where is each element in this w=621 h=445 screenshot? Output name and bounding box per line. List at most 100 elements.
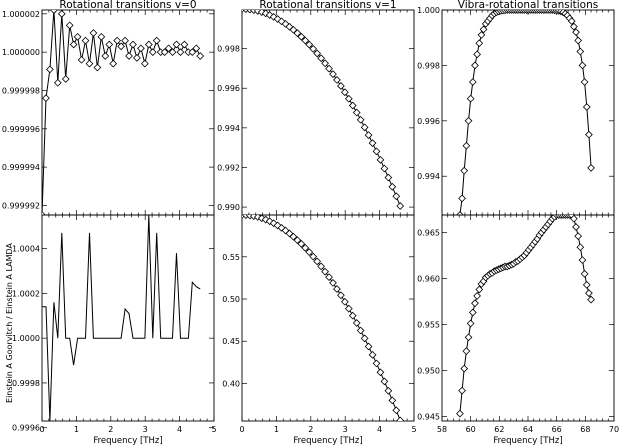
data-point [188,48,197,57]
data-point [471,299,479,308]
series-line [42,215,201,421]
data-point [257,10,266,16]
data-point [73,32,82,41]
y-tick-label: 0.40 [222,379,240,388]
data-point [460,166,469,175]
x-tick-label: 1 [74,425,79,434]
data-point [160,48,169,57]
data-point [460,364,469,373]
data-point [344,94,353,103]
data-point [333,76,341,84]
data-point [313,257,322,266]
x-tick-label: 66 [552,425,562,434]
y-tick-label: 0.994 [417,172,440,181]
data-point [117,42,125,51]
data-point [587,164,595,172]
axes-frame [441,214,615,422]
y-tick-label: 0.960 [417,274,440,283]
series-line [242,215,401,421]
y-tick-label: 0.50 [222,295,240,304]
axes-frame [241,214,415,422]
data-point [582,281,591,289]
data-point [570,22,578,31]
panel-bottom-right: 58 60 62 64 66 68 70 0.945 0.950 0.955 0.960 0.965 F… [417,214,619,445]
data-point [471,61,479,70]
data-point [325,273,333,282]
x-tick-label: 58 [437,425,447,434]
data-point [392,406,401,415]
data-point [464,116,473,125]
x-tick-label: 4 [377,425,382,434]
data-point [340,88,349,97]
data-point [384,386,393,395]
y-tick-label: 1.0004 [12,245,40,254]
data-point [293,236,302,245]
data-point [578,256,587,264]
y-tick-label: 1.0000 [12,334,40,343]
data-point [576,47,585,56]
data-point [392,192,401,201]
x-tick-label: 62 [494,425,504,434]
y-tick-label: 0.955 [417,320,440,329]
data-point [46,65,54,74]
y-tick-label: 0.996 [417,117,440,126]
data-point [456,211,464,215]
data-point [140,59,149,68]
data-point [475,39,484,48]
data-point [570,215,578,223]
series [42,215,201,421]
data-point [572,223,580,231]
data-point [273,221,282,230]
data-point [105,40,114,49]
data-point [458,386,466,395]
data-point [372,359,381,368]
y-tick-label: 0.55 [222,253,240,262]
data-point [360,123,369,132]
y-axis-label: Einstein A Goorvitch / Einstein A LAMDA [5,242,14,403]
x-axis-label: Frequency [THz] [293,436,362,445]
data-point [192,44,201,53]
panel-top-left: 0.999992 0.999994 0.999996 0.999998 1.000000… [2,0,215,216]
y-tick-label: 0.9998 [12,379,40,388]
data-point [574,232,583,241]
data-point [313,49,322,58]
data-point [261,10,270,18]
x-tick-label: 68 [580,425,590,434]
data-point [57,10,66,18]
data-point [356,326,365,335]
y-tick-label: 1.0002 [12,289,40,298]
panel-title: Rotational transitions v=1 [259,0,396,11]
data-point [380,164,389,173]
data-point [253,215,262,221]
data-point [180,40,189,49]
y-tick-label: 0.999998 [2,86,40,95]
y-tick-label: 0.992 [217,163,240,172]
axes-frame [241,9,415,216]
data-point [360,334,369,343]
data-point [321,267,329,276]
y-tick-label: 0.999996 [2,125,40,134]
data-point [257,215,266,223]
data-point [337,291,345,300]
data-point [85,59,94,68]
data-point [348,101,357,110]
data-point [176,48,185,57]
y-tick-label: 1.000000 [2,48,40,57]
y-tick-label: 0.998 [217,45,240,54]
data-point [368,139,377,147]
data-point [333,285,341,293]
data-point [133,54,141,62]
data-point [172,40,181,49]
data-point [356,115,365,124]
x-tick-label: 4 [177,425,182,434]
series-line [249,10,401,207]
data-point [372,147,381,156]
data-point [468,78,477,86]
panel-title: Rotational transitions v=0 [59,0,196,11]
data-point [53,78,62,87]
data-point [168,48,177,57]
data-point [269,13,278,21]
data-point [281,226,290,235]
data-point [69,40,78,49]
